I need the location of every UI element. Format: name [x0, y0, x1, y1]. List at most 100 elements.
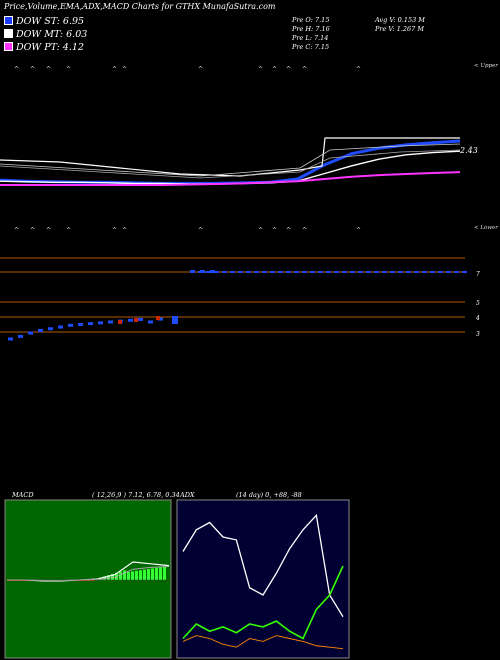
trail-dash-302 [302, 271, 307, 273]
red-candle-1 [134, 318, 138, 322]
macd-info: ( 12,26,9 ) 7.12, 6.78, 0.34 [92, 491, 180, 499]
y-tick-2: 4 [475, 315, 480, 322]
lower-tick-4: ^ [112, 227, 117, 234]
prev-low: Pre L: 7.14 [292, 34, 329, 42]
trail-dash-462 [462, 271, 467, 273]
prev-high: Pre H: 7.16 [292, 25, 330, 33]
macd-title: MACD [12, 491, 34, 499]
macd-hist-bar-21 [91, 580, 94, 581]
macd-hist-bar-35 [147, 569, 150, 580]
trail-dash-406 [406, 271, 411, 273]
blue-candle [172, 316, 178, 324]
trail-dash-230 [230, 271, 235, 273]
upper-tick-11: ^ [356, 66, 361, 73]
lower-tick-3: ^ [66, 227, 71, 234]
scatter-point-4 [48, 327, 53, 331]
lower-tick-1: ^ [30, 227, 35, 234]
macd-hist-bar-37 [155, 567, 158, 580]
trail-dash-246 [246, 271, 251, 273]
trail-dash-382 [382, 271, 387, 273]
upper-tick-7: ^ [258, 66, 263, 73]
trail-dash-270 [270, 271, 275, 273]
price-tag: 2.43 [460, 146, 478, 155]
price-line [0, 137, 460, 177]
scatter-point-6 [68, 323, 73, 327]
lower-tick-2: ^ [46, 227, 51, 234]
trail-dash-286 [286, 271, 291, 273]
y-tick-0: 7 [476, 271, 480, 278]
macd-hist-bar-38 [159, 567, 162, 580]
adx-title: ADX [180, 491, 195, 499]
scatter-point-0 [8, 337, 13, 341]
red-candle-2 [156, 316, 160, 320]
macd-hist-bar-36 [151, 568, 154, 580]
lower-tick-9: ^ [286, 227, 291, 234]
dow-pt-label: DOW PT: 4.12 [16, 42, 84, 53]
macd-hist-bar-29 [123, 570, 126, 580]
dow-mt-swatch [4, 29, 13, 38]
adx-panel [176, 499, 350, 659]
upper-tick-5: ^ [122, 66, 127, 73]
upper-tick-9: ^ [286, 66, 291, 73]
scatter-point-2 [28, 331, 33, 335]
lower-tick-8: ^ [272, 227, 277, 234]
red-candle-0 [118, 320, 122, 324]
trail-dash-214 [214, 271, 219, 273]
dow-mt-label: DOW MT: 6.03 [16, 29, 88, 40]
dow-st-swatch [4, 16, 13, 25]
adx-line-2 [182, 635, 344, 650]
adx-line-0 [182, 513, 344, 618]
trail-dash-446 [446, 271, 451, 273]
scatter-point-1 [18, 334, 23, 338]
trail-dash-438 [438, 271, 443, 273]
upper-tick-4: ^ [112, 66, 117, 73]
trail-dash-414 [414, 271, 419, 273]
ema-line-1 [0, 139, 461, 185]
prev-open: Pre O: 7.15 [292, 16, 330, 24]
prev-close: Pre C: 7.15 [292, 43, 330, 51]
macd-hist-bar-26 [111, 574, 114, 580]
macd-hist-bar-20 [87, 580, 90, 581]
scatter-point-10 [108, 320, 113, 324]
dow-pt-legend: DOW PT: 4.12 [4, 42, 84, 53]
trail-dash-326 [326, 271, 331, 273]
trail-dash-198 [198, 271, 203, 273]
trail-dash-318 [318, 271, 323, 273]
scatter-point-3 [38, 328, 43, 332]
chart-title: Price,Volume,EMA,ADX,MACD Charts for GTH… [4, 2, 276, 11]
adx-info: (14 day) 0, +88, -88 [236, 491, 302, 499]
trail-dash-366 [366, 271, 371, 273]
trail-dash-422 [422, 271, 427, 273]
lower-label: < Lower [474, 225, 498, 231]
ema-line-3 [0, 171, 461, 187]
trail-dash-262 [262, 271, 267, 273]
prev-volume: Pre V: 1.267 M [375, 25, 425, 33]
trail-dash-334 [334, 271, 339, 273]
lower-tick-11: ^ [356, 227, 361, 234]
upper-tick-10: ^ [302, 66, 307, 73]
lower-tick-6: ^ [198, 227, 203, 234]
upper-label: < Upper [474, 63, 498, 69]
lower-tick-7: ^ [258, 227, 263, 234]
upper-tick-0: ^ [14, 66, 19, 73]
upper-tick-8: ^ [272, 66, 277, 73]
y-tick-1: 5 [476, 300, 480, 307]
dow-pt-swatch [4, 42, 13, 51]
lower-tick-5: ^ [122, 227, 127, 234]
scatter-point-9 [98, 321, 103, 325]
upper-tick-2: ^ [46, 66, 51, 73]
trail-dash-430 [430, 271, 435, 273]
trail-dash-454 [454, 271, 459, 273]
envelope-line-1 [0, 143, 461, 177]
trail-dash-294 [294, 271, 299, 273]
upper-tick-6: ^ [198, 66, 203, 73]
upper-tick-1: ^ [30, 66, 35, 73]
trail-dash-190 [190, 271, 195, 273]
macd-hist-bar-30 [127, 572, 130, 580]
scatter-point-15 [158, 317, 163, 321]
trail-dash-350 [350, 271, 355, 273]
scatter-point-18 [210, 270, 215, 273]
lower-tick-0: ^ [14, 227, 19, 234]
trail-dash-398 [398, 271, 403, 273]
